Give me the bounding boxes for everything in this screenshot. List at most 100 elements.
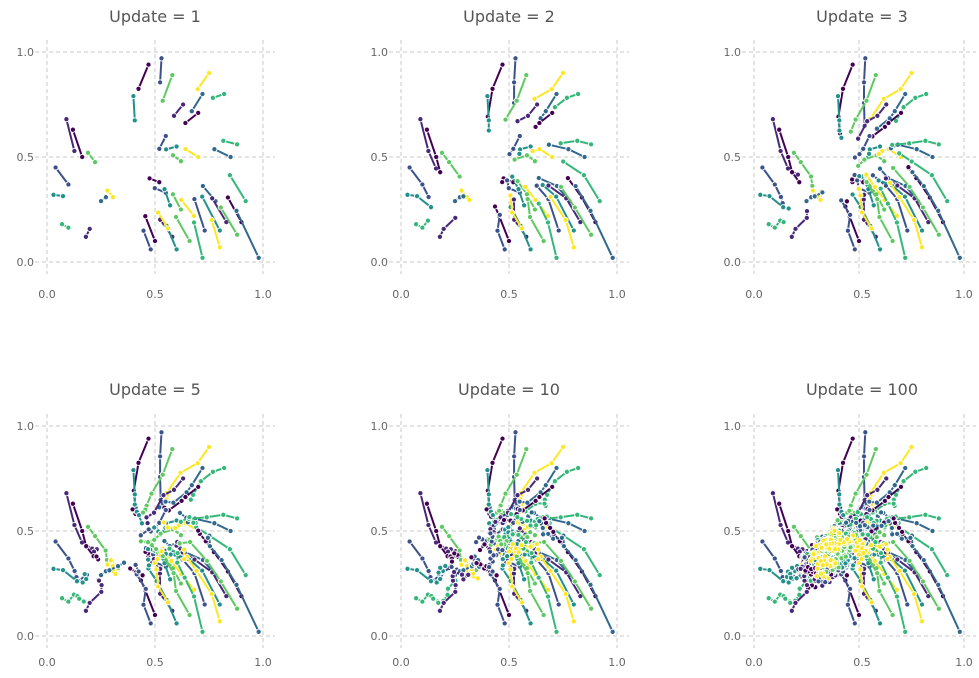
series-point (777, 567, 784, 575)
series-point (544, 219, 552, 226)
series-point (233, 207, 240, 214)
x-tick-label: 1.0 (254, 656, 272, 669)
y-tick-label: 0.5 (17, 151, 35, 164)
series-layer (404, 429, 616, 635)
series-point (908, 158, 915, 165)
series-point (547, 567, 554, 574)
series-point (847, 128, 854, 135)
series-point (227, 153, 234, 161)
series-point (871, 557, 878, 564)
series-point (513, 97, 520, 104)
series-point (458, 187, 465, 194)
series-point (514, 514, 521, 521)
series-point (208, 216, 215, 224)
series-point (433, 153, 440, 161)
series-point (834, 467, 842, 474)
series-point (572, 183, 579, 190)
series-line (54, 166, 70, 186)
series-point (132, 561, 139, 568)
series-point (876, 213, 883, 221)
subplot-update-1: Update = 1 1.0 0.5 0.0 0.0 0.5 1.0 (17, 7, 275, 301)
series-point (553, 254, 560, 261)
series-point (437, 543, 444, 550)
series-point (531, 206, 538, 213)
series-point (862, 55, 869, 62)
series-point (489, 85, 496, 92)
series-point (570, 618, 577, 625)
series-point (50, 565, 57, 572)
series-point (145, 435, 152, 442)
series-point (448, 558, 456, 565)
series-point (906, 183, 913, 190)
x-tick-label: 1.0 (608, 656, 626, 669)
series-point (780, 204, 787, 211)
series-line (71, 128, 84, 158)
series-point (863, 97, 870, 104)
series-point (427, 578, 435, 585)
series-point (873, 499, 880, 506)
series-point (836, 491, 843, 498)
series-point (195, 153, 202, 161)
series-point (928, 172, 935, 179)
series-point (161, 537, 168, 545)
series-point (145, 539, 152, 546)
series-point (442, 562, 449, 570)
series-point (109, 194, 117, 201)
y-tick-label: 0.5 (17, 525, 35, 538)
series-point (492, 518, 499, 525)
series-point (771, 224, 778, 231)
series-point (876, 246, 884, 253)
series-point (523, 446, 530, 453)
series-point (162, 506, 169, 514)
series-point (518, 225, 526, 232)
series-point (209, 195, 216, 202)
series-point (481, 541, 488, 548)
series-point (158, 548, 165, 555)
series-point (803, 208, 811, 215)
y-tick-label: 0.5 (371, 525, 389, 538)
series-point (796, 179, 803, 186)
series-point (446, 533, 453, 540)
series-point (575, 90, 582, 98)
series-point (918, 601, 926, 608)
series-point (159, 471, 166, 478)
series-point (771, 555, 778, 562)
series-point (553, 567, 560, 574)
series-layer (757, 429, 963, 635)
series-point (526, 587, 534, 595)
series-point (855, 185, 862, 192)
series-point (473, 539, 480, 546)
series-point (536, 146, 543, 153)
series-point (766, 567, 773, 574)
series-point (92, 533, 99, 540)
series-point (565, 520, 572, 527)
y-tick-label: 0.5 (371, 151, 389, 164)
series-point (159, 97, 166, 104)
series-point (157, 453, 164, 460)
series-point (195, 109, 202, 116)
x-tick-label: 0.0 (392, 656, 410, 669)
series-point (484, 93, 491, 100)
series-point (863, 171, 870, 178)
series-point (514, 118, 521, 125)
series-point (494, 227, 501, 234)
series-point (194, 86, 201, 93)
series-point (143, 514, 150, 521)
series-point (549, 483, 556, 490)
series-point (819, 189, 826, 196)
subplot-update-2: Update = 2 1.0 0.5 0.0 0.0 0.5 1.0 (371, 7, 629, 301)
series-point (789, 169, 796, 176)
series-point (468, 554, 475, 561)
series-line (175, 216, 191, 242)
series-point (499, 556, 506, 563)
series-point (170, 486, 178, 493)
series-point (178, 497, 185, 504)
series-point (881, 532, 888, 539)
series-point (851, 246, 858, 253)
series-point (82, 607, 89, 614)
series-point (531, 158, 538, 165)
series-point (581, 153, 588, 161)
series-point (575, 464, 582, 472)
series-point (155, 583, 162, 590)
series-point (460, 193, 467, 200)
